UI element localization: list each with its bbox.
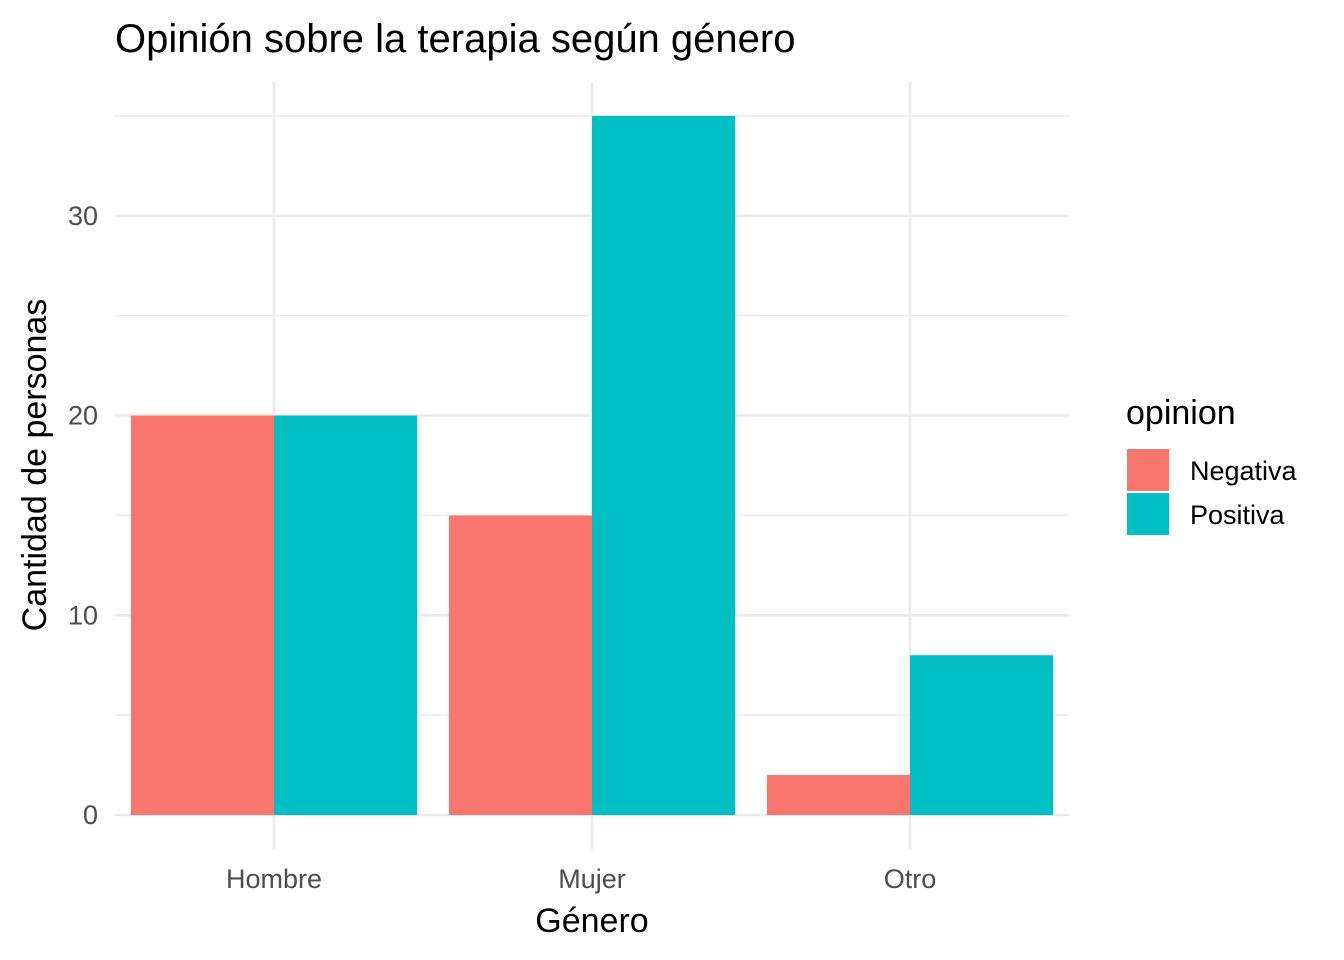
- x-tick-label: Otro: [884, 864, 937, 894]
- x-tick-label: Hombre: [226, 864, 322, 894]
- legend-key-positiva: [1127, 493, 1169, 535]
- y-tick-label: 10: [68, 600, 98, 630]
- legend-label-positiva: Positiva: [1190, 500, 1286, 530]
- x-axis-ticks: Hombre Mujer Otro: [226, 864, 936, 894]
- bar-otro-positiva: [910, 655, 1054, 815]
- y-axis-title: Cantidad de personas: [16, 299, 54, 632]
- legend-label-negativa: Negativa: [1190, 456, 1298, 486]
- bar-otro-negativa: [766, 775, 910, 815]
- y-axis-ticks: 0 10 20 30: [68, 201, 98, 830]
- legend: opinion Negativa Positiva: [1126, 394, 1298, 535]
- x-axis-title: Género: [535, 902, 648, 940]
- legend-title: opinion: [1126, 394, 1236, 432]
- y-tick-label: 0: [83, 800, 98, 830]
- bar-hombre-positiva: [274, 415, 418, 815]
- y-tick-label: 30: [68, 201, 98, 231]
- bar-hombre-negativa: [130, 415, 274, 815]
- legend-key-negativa: [1127, 449, 1169, 491]
- x-tick-label: Mujer: [558, 864, 626, 894]
- bar-mujer-positiva: [592, 116, 736, 815]
- bar-mujer-negativa: [448, 515, 592, 815]
- bars: [130, 116, 1054, 815]
- chart-title: Opinión sobre la terapia según género: [115, 17, 795, 61]
- y-tick-label: 20: [68, 401, 98, 431]
